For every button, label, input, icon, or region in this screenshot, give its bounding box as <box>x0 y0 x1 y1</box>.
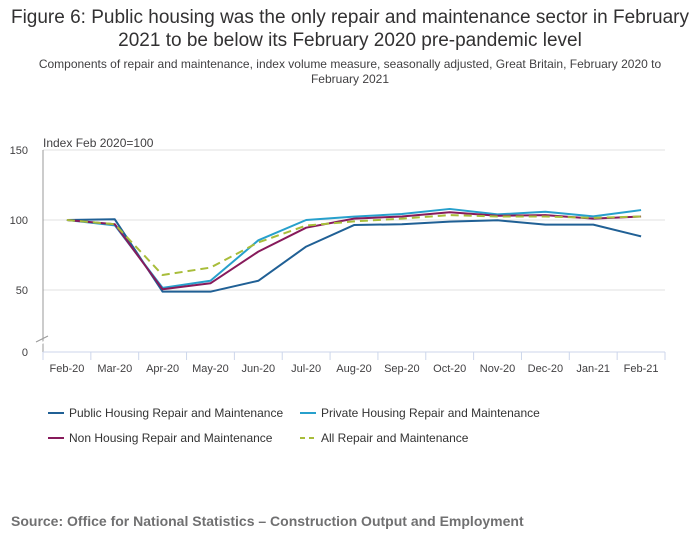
x-tick-label: Jul-20 <box>291 363 321 375</box>
x-tick-label: Apr-20 <box>146 363 179 375</box>
y-tick-label: 100 <box>10 215 28 227</box>
x-tick-label: Feb-21 <box>624 363 659 375</box>
legend-label: Non Housing Repair and Maintenance <box>69 431 273 445</box>
series-line <box>66 211 642 291</box>
x-tick-label: Oct-20 <box>433 363 466 375</box>
x-tick-label: Mar-20 <box>97 363 132 375</box>
source-note: Source: Office for National Statistics –… <box>11 513 524 529</box>
y-axis-label: Index Feb 2020=100 <box>43 136 154 150</box>
y-tick-label: 150 <box>10 145 28 157</box>
series-4 <box>66 214 642 277</box>
axis-break-gap <box>35 339 49 347</box>
x-tick-label: Dec-20 <box>528 363 563 375</box>
series-3 <box>66 211 642 291</box>
x-tick-label: May-20 <box>192 363 229 375</box>
chart-subtitle: Components of repair and maintenance, in… <box>38 57 662 86</box>
y-tick-label: 0 <box>22 347 28 359</box>
x-tick-label: Jun-20 <box>241 363 275 375</box>
series-1 <box>66 218 642 293</box>
x-tick-label: Feb-20 <box>49 363 84 375</box>
chart-title: Figure 6: Public housing was the only re… <box>10 7 690 51</box>
legend-label: Public Housing Repair and Maintenance <box>69 406 283 420</box>
legend-label: Private Housing Repair and Maintenance <box>321 406 540 420</box>
x-tick-label: Aug-20 <box>336 363 371 375</box>
series-line <box>66 214 642 277</box>
x-tick-label: Nov-20 <box>480 363 515 375</box>
legend-label: All Repair and Maintenance <box>321 431 469 445</box>
y-tick-label: 50 <box>16 285 28 297</box>
series-line <box>66 218 642 293</box>
x-tick-label: Jan-21 <box>576 363 610 375</box>
x-tick-label: Sep-20 <box>384 363 419 375</box>
axis-break-mark <box>35 335 49 343</box>
